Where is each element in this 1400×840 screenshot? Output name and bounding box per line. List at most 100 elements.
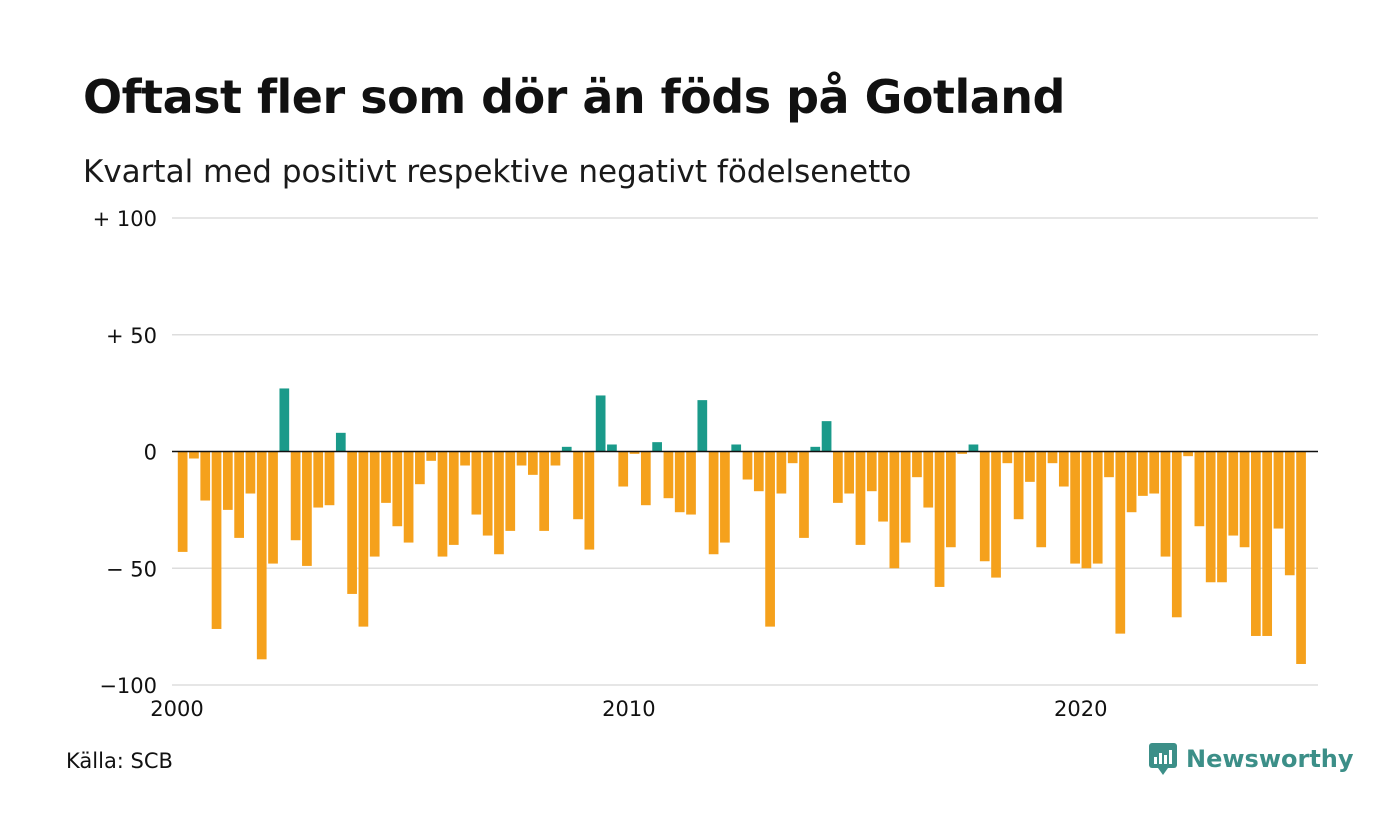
bar-negative xyxy=(426,451,437,461)
bar-negative xyxy=(1171,451,1182,618)
bar-negative xyxy=(189,451,199,459)
bar-positive xyxy=(697,400,708,452)
chart-subtitle: Kvartal med positivt respektive negativt… xyxy=(83,154,912,190)
bar-negative xyxy=(290,451,301,541)
bar-negative xyxy=(900,451,911,543)
bar-negative xyxy=(833,451,843,503)
bar-positive xyxy=(731,444,742,452)
bar-positive xyxy=(652,442,662,452)
bar-positive xyxy=(968,444,979,452)
bar-negative xyxy=(347,451,357,594)
bar-negative xyxy=(369,451,380,557)
bar-negative xyxy=(505,451,516,531)
bar-negative xyxy=(957,451,968,454)
bar-negative xyxy=(1036,451,1047,548)
brand-name: Newsworthy xyxy=(1186,745,1354,773)
y-tick-label: 0 xyxy=(144,441,157,465)
bar-negative xyxy=(1138,451,1148,496)
newsworthy-logo-icon xyxy=(1149,743,1177,775)
brand-logo: Newsworthy xyxy=(1148,742,1354,776)
bar-negative xyxy=(1126,451,1137,513)
bar-negative xyxy=(889,451,900,569)
bar-negative xyxy=(1115,451,1126,634)
bar-negative xyxy=(866,451,877,492)
bar-negative xyxy=(1183,451,1193,457)
y-tick-label: + 100 xyxy=(93,207,157,231)
bar-negative xyxy=(313,451,324,508)
bar-negative xyxy=(550,451,561,466)
bar-negative xyxy=(256,451,267,660)
bar-negative xyxy=(708,451,719,555)
bar-negative xyxy=(742,451,753,480)
bar-negative xyxy=(1149,451,1160,494)
bar-negative xyxy=(844,451,855,494)
bar-negative xyxy=(302,451,312,566)
bar-positive xyxy=(279,388,290,452)
bar-negative xyxy=(1239,451,1250,548)
bar-negative xyxy=(234,451,244,538)
bar-negative xyxy=(1262,451,1273,636)
bar-negative xyxy=(324,451,335,506)
bar-negative xyxy=(177,451,188,552)
bar-negative xyxy=(979,451,990,562)
bar-negative xyxy=(720,451,730,543)
bar-negative xyxy=(1025,451,1035,482)
bar-negative xyxy=(1273,451,1284,529)
bar-negative xyxy=(381,451,391,503)
bar-negative xyxy=(1284,451,1295,576)
bar-negative xyxy=(471,451,482,515)
bar-negative xyxy=(1228,451,1239,536)
bar-negative xyxy=(403,451,414,543)
bar-negative xyxy=(618,451,629,487)
bar-negative xyxy=(640,451,651,506)
bar-negative xyxy=(1058,451,1069,487)
bar-negative xyxy=(437,451,448,557)
x-tick-label: 2020 xyxy=(1054,697,1107,721)
bar-negative xyxy=(268,451,278,564)
bar-negative xyxy=(539,451,550,531)
bar-negative xyxy=(1194,451,1205,527)
bar-negative xyxy=(1296,451,1306,664)
bar-negative xyxy=(1047,451,1058,464)
bar-negative xyxy=(392,451,403,527)
bar-negative xyxy=(527,451,538,475)
bar-negative xyxy=(245,451,256,494)
bar-negative xyxy=(674,451,685,513)
bar-negative xyxy=(1217,451,1227,583)
bar-negative xyxy=(1092,451,1103,564)
bar-positive xyxy=(595,395,606,452)
bar-negative xyxy=(923,451,934,508)
bar-negative xyxy=(878,451,888,522)
bar-negative xyxy=(1002,451,1013,464)
bar-negative xyxy=(799,451,809,538)
bar-negative xyxy=(753,451,764,492)
bar-negative xyxy=(912,451,922,478)
bar-negative xyxy=(516,451,527,466)
x-tick-label: 2010 xyxy=(602,697,655,721)
bar-negative xyxy=(222,451,233,510)
bar-negative xyxy=(1160,451,1171,557)
bars xyxy=(177,388,1306,664)
bar-negative xyxy=(358,451,369,627)
bar-negative xyxy=(460,451,470,466)
bar-negative xyxy=(1081,451,1092,569)
bar-negative xyxy=(448,451,459,545)
bar-negative xyxy=(765,451,775,627)
bar-negative xyxy=(211,451,222,629)
bar-positive xyxy=(561,446,572,452)
bar-negative xyxy=(494,451,504,555)
bar-negative xyxy=(629,451,640,454)
chart-title: Oftast fler som dör än föds på Gotland xyxy=(83,70,1065,124)
bar-negative xyxy=(200,451,211,501)
bar-negative xyxy=(584,451,595,550)
bar-positive xyxy=(335,432,346,452)
bar-negative xyxy=(1104,451,1114,478)
x-tick-label: 2000 xyxy=(150,697,203,721)
bar-negative xyxy=(855,451,866,545)
bar-negative xyxy=(1205,451,1216,583)
bar-negative xyxy=(1251,451,1261,636)
bar-negative xyxy=(1070,451,1080,564)
y-tick-label: −100 xyxy=(99,674,157,698)
bar-negative xyxy=(945,451,956,548)
